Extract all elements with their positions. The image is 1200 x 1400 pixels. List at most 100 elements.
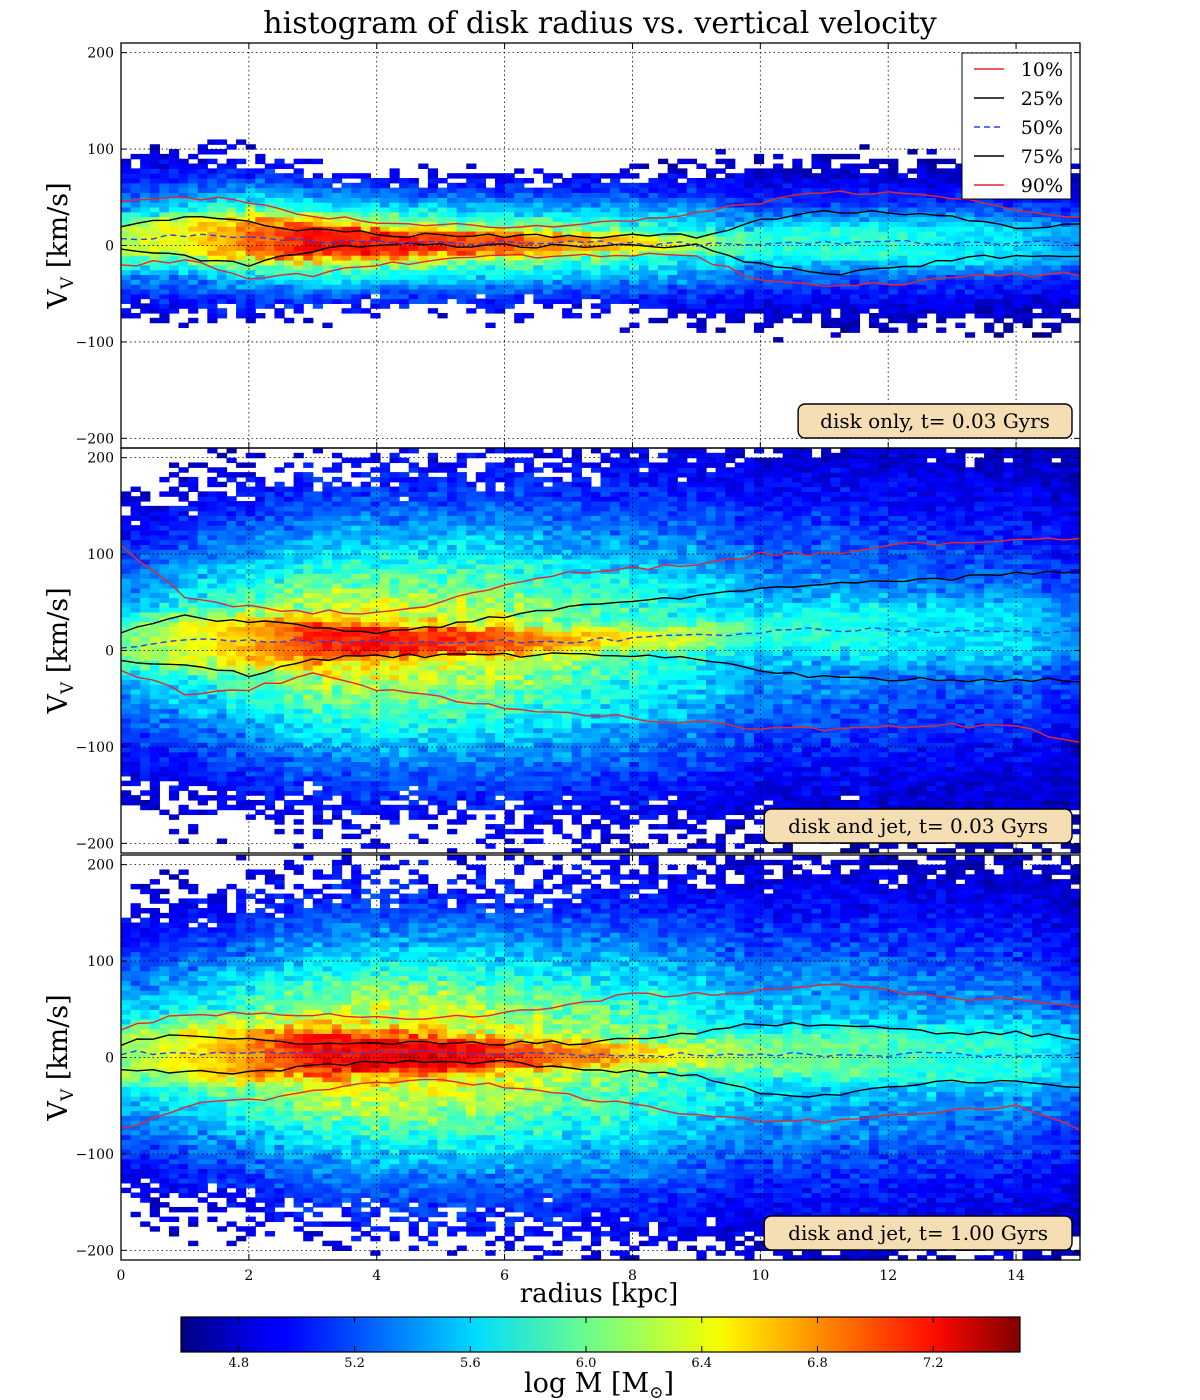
heatmap-cell bbox=[361, 752, 371, 757]
heatmap-cell bbox=[879, 173, 889, 178]
heatmap-cell bbox=[198, 294, 208, 299]
heatmap-cell bbox=[399, 226, 409, 231]
heatmap-cell bbox=[370, 501, 380, 506]
heatmap-cell bbox=[792, 260, 802, 265]
heatmap-cell bbox=[811, 173, 821, 178]
heatmap-cell bbox=[246, 472, 256, 477]
heatmap-cell bbox=[265, 660, 275, 665]
heatmap-cell bbox=[802, 246, 812, 251]
heatmap-cell bbox=[207, 554, 217, 559]
heatmap-cell bbox=[572, 279, 582, 284]
heatmap-cell bbox=[380, 790, 390, 795]
heatmap-cell bbox=[696, 188, 706, 193]
heatmap-cell bbox=[418, 284, 428, 289]
heatmap-cell bbox=[1070, 236, 1080, 241]
heatmap-cell bbox=[668, 270, 678, 275]
heatmap-cell bbox=[361, 694, 371, 699]
heatmap-cell bbox=[169, 487, 179, 492]
heatmap-cell bbox=[658, 260, 668, 265]
heatmap-cell bbox=[409, 246, 419, 251]
heatmap-cell bbox=[955, 303, 965, 308]
heatmap-cell bbox=[1003, 246, 1013, 251]
heatmap-cell bbox=[303, 511, 313, 516]
heatmap-cell bbox=[1032, 303, 1042, 308]
heatmap-cell bbox=[274, 718, 284, 723]
heatmap-cell bbox=[994, 332, 1004, 337]
heatmap-cell bbox=[226, 713, 236, 718]
heatmap-cell bbox=[121, 250, 131, 255]
heatmap-cell bbox=[898, 197, 908, 202]
heatmap-cell bbox=[850, 299, 860, 304]
heatmap-cell bbox=[236, 299, 246, 304]
heatmap-cell bbox=[984, 299, 994, 304]
heatmap-cell bbox=[754, 294, 764, 299]
heatmap-cell bbox=[802, 207, 812, 212]
heatmap-cell bbox=[313, 520, 323, 525]
heatmap-cell bbox=[150, 713, 160, 718]
heatmap-cell bbox=[284, 602, 294, 607]
heatmap-cell bbox=[572, 274, 582, 279]
heatmap-cell bbox=[179, 525, 189, 530]
heatmap-cell bbox=[783, 270, 793, 275]
heatmap-cell bbox=[850, 178, 860, 183]
heatmap-cell bbox=[332, 761, 342, 766]
heatmap-cell bbox=[140, 530, 150, 535]
heatmap-cell bbox=[620, 202, 630, 207]
heatmap-cell bbox=[351, 732, 361, 737]
heatmap-cell bbox=[255, 299, 265, 304]
heatmap-cell bbox=[236, 699, 246, 704]
heatmap-cell bbox=[332, 631, 342, 636]
heatmap-cell bbox=[169, 183, 179, 188]
heatmap-cell bbox=[409, 284, 419, 289]
heatmap-cell bbox=[581, 173, 591, 178]
heatmap-cell bbox=[207, 675, 217, 680]
heatmap-cell bbox=[1070, 299, 1080, 304]
heatmap-cell bbox=[773, 236, 783, 241]
heatmap-cell bbox=[514, 265, 524, 270]
heatmap-cell bbox=[198, 183, 208, 188]
y-tick-label: 100 bbox=[87, 142, 114, 158]
heatmap-cell bbox=[131, 665, 141, 670]
heatmap-cell bbox=[265, 525, 275, 530]
heatmap-cell bbox=[121, 694, 131, 699]
heatmap-cell bbox=[946, 284, 956, 289]
heatmap-cell bbox=[236, 573, 246, 578]
heatmap-cell bbox=[207, 149, 217, 154]
heatmap-cell bbox=[246, 626, 256, 631]
heatmap-cell bbox=[783, 308, 793, 313]
heatmap-cell bbox=[898, 217, 908, 222]
heatmap-cell bbox=[140, 588, 150, 593]
heatmap-cell bbox=[965, 226, 975, 231]
heatmap-cell bbox=[994, 231, 1004, 236]
heatmap-cell bbox=[917, 183, 927, 188]
heatmap-cell bbox=[390, 270, 400, 275]
heatmap-cell bbox=[601, 260, 611, 265]
heatmap-cell bbox=[716, 284, 726, 289]
heatmap-cell bbox=[811, 299, 821, 304]
heatmap-cell bbox=[179, 622, 189, 627]
heatmap-cell bbox=[351, 212, 361, 217]
heatmap-cell bbox=[706, 284, 716, 289]
heatmap-cell bbox=[735, 178, 745, 183]
heatmap-cell bbox=[294, 747, 304, 752]
heatmap-cell bbox=[677, 188, 687, 193]
heatmap-cell bbox=[802, 231, 812, 236]
heatmap-cell bbox=[1032, 221, 1042, 226]
heatmap-cell bbox=[831, 294, 841, 299]
heatmap-cell bbox=[754, 241, 764, 246]
heatmap-cell bbox=[869, 299, 879, 304]
heatmap-cell bbox=[754, 231, 764, 236]
heatmap-cell bbox=[936, 183, 946, 188]
heatmap-cell bbox=[322, 737, 332, 742]
heatmap-cell bbox=[159, 511, 169, 516]
heatmap-cell bbox=[131, 631, 141, 636]
heatmap-cell bbox=[466, 226, 476, 231]
heatmap-cell bbox=[121, 612, 131, 617]
heatmap-cell bbox=[198, 699, 208, 704]
heatmap-cell bbox=[754, 192, 764, 197]
heatmap-cell bbox=[543, 202, 553, 207]
heatmap-cell bbox=[629, 226, 639, 231]
heatmap-cell bbox=[907, 284, 917, 289]
heatmap-cell bbox=[553, 192, 563, 197]
heatmap-cell bbox=[246, 544, 256, 549]
